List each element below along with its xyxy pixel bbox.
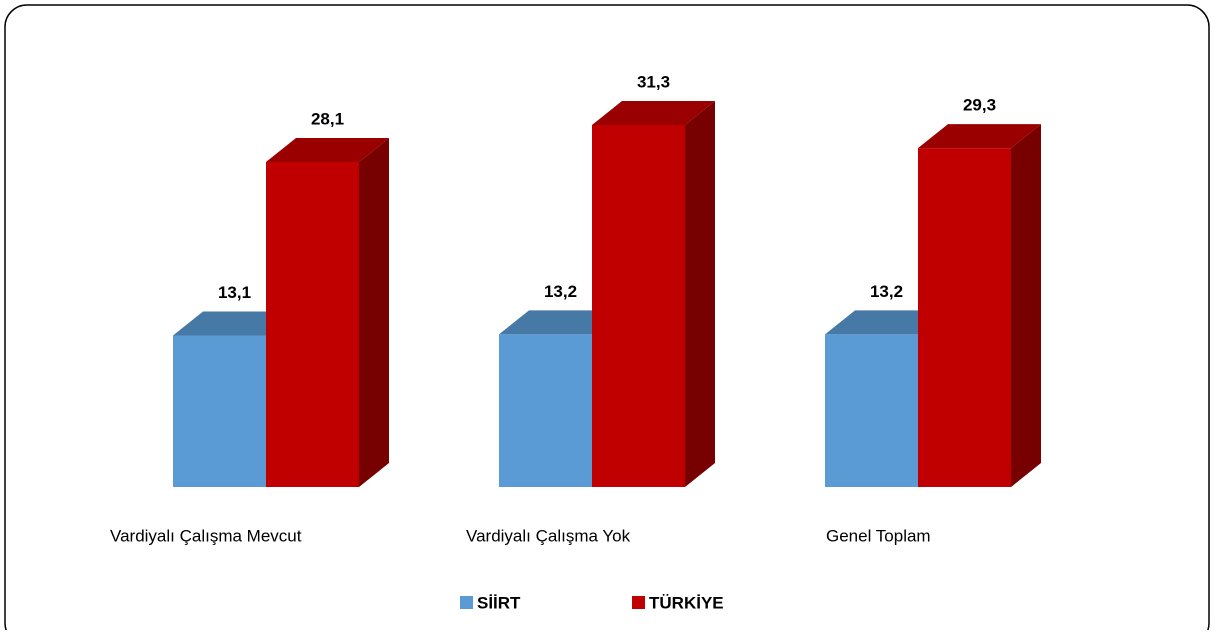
legend-label: SİİRT — [477, 593, 521, 612]
bar-side — [685, 101, 715, 487]
legend-label: TÜRKİYE — [649, 593, 724, 612]
x-tick-label: Vardiyalı Çalışma Yok — [466, 526, 631, 545]
bar-top — [592, 101, 715, 125]
bar-side — [1011, 124, 1041, 488]
data-label: 29,3 — [963, 96, 996, 115]
data-label: 31,3 — [637, 72, 670, 91]
x-tick-label: Genel Toplam — [826, 526, 931, 545]
bar-top — [499, 310, 622, 335]
bar-top — [918, 124, 1041, 149]
bar-top — [266, 138, 389, 163]
bar — [266, 162, 359, 487]
bar-top — [173, 311, 296, 336]
data-label: 28,1 — [311, 109, 344, 128]
bar — [592, 125, 685, 487]
bar — [918, 148, 1011, 488]
bar-top — [825, 310, 948, 335]
bar — [499, 334, 592, 487]
data-label: 13,2 — [544, 282, 577, 301]
data-label: 13,1 — [218, 283, 251, 302]
bar-side — [359, 138, 389, 487]
x-tick-label: Vardiyalı Çalışma Mevcut — [110, 526, 302, 545]
data-label: 13,2 — [870, 282, 903, 301]
bar — [173, 335, 266, 487]
bar — [825, 334, 918, 487]
legend-swatch — [632, 596, 645, 609]
legend-swatch — [460, 596, 473, 609]
